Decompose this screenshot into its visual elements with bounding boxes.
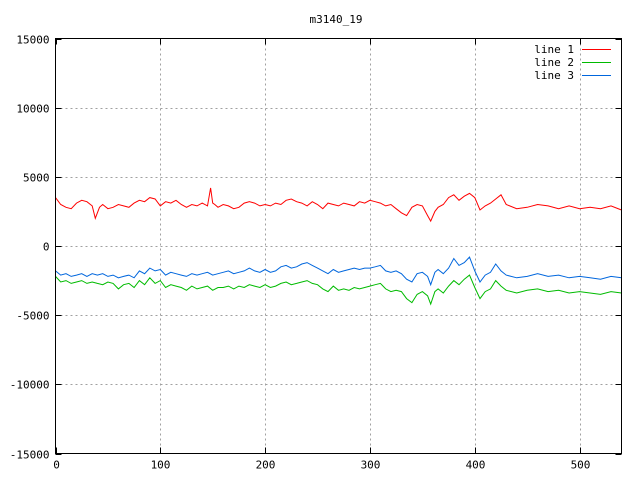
y-tick-label: 5000 [23,172,50,185]
y-tick-label: 15000 [16,34,49,47]
x-tick-label: 200 [256,459,276,472]
x-tick-label: 0 [53,459,60,472]
series-line-2 [55,274,622,306]
y-tick-label: 10000 [16,103,49,116]
grid-lines [55,38,622,454]
series-lines [55,187,622,306]
legend-label-3: line 3 [534,69,574,82]
series-line-3 [55,256,622,287]
legend-label-1: line 1 [534,43,574,56]
y-tick-label: -5000 [16,310,49,323]
chart-title: m3140_19 [310,13,363,26]
y-tick-label: -10000 [10,379,50,392]
x-tick-label: 100 [151,459,171,472]
x-tick-label: 500 [571,459,591,472]
y-tick-label: -15000 [10,449,50,462]
x-tick-label: 300 [361,459,381,472]
x-tick-label: 400 [466,459,486,472]
legend-label-2: line 2 [534,56,574,69]
series-line-1 [55,187,622,223]
y-tick-label: 0 [43,241,50,254]
axis-ticks: 0 100 200 300 400 500 -15000 -10000 -5000 0 5000 10… [10,34,622,472]
